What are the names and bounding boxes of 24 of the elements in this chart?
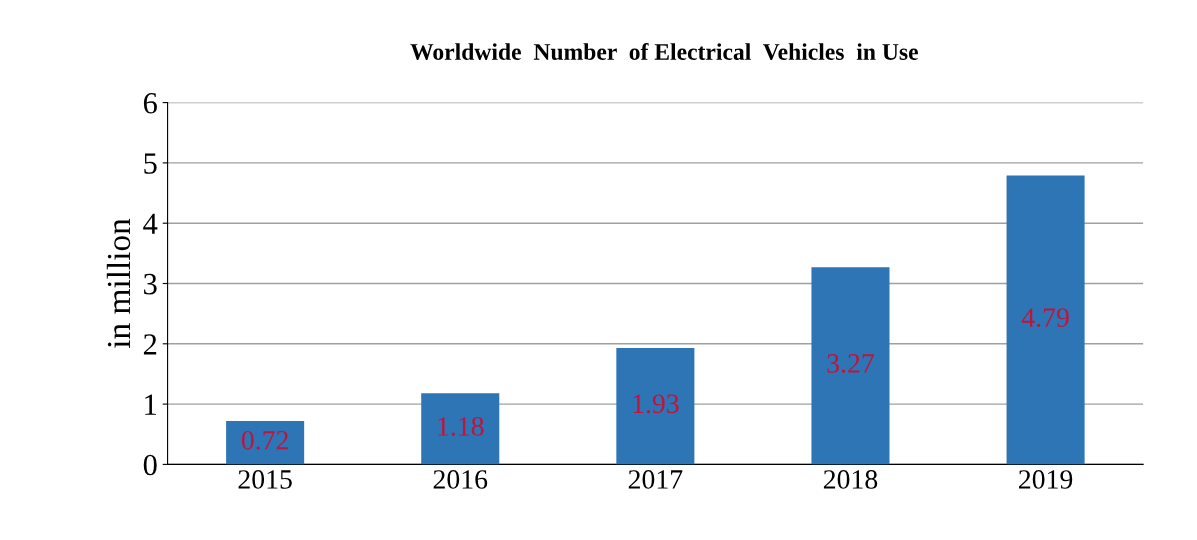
- bar: [421, 393, 500, 465]
- y-tick-label: 1: [145, 394, 157, 415]
- y-tick-label: 4: [143, 213, 158, 234]
- data-label: 0.72: [241, 430, 288, 450]
- y-tick-label: 0: [143, 454, 157, 476]
- bar: [811, 267, 890, 465]
- y-tick-label: 3: [144, 273, 157, 295]
- data-label: 1.93: [633, 394, 679, 414]
- y-tick-label: 5: [144, 153, 157, 174]
- data-label: 1.18: [438, 417, 484, 436]
- bar: [616, 348, 695, 465]
- x-tick-label: 2019: [1019, 470, 1073, 489]
- x-tick-label: 2016: [433, 470, 488, 489]
- x-tick-label: 2018: [823, 470, 878, 489]
- chart-title: Worldwide Number of Electrical Vehicles in Use: [410, 43, 918, 61]
- data-label: 4.79: [1021, 308, 1069, 328]
- x-tick-label: 2015: [238, 470, 292, 489]
- x-tick-label: 2017: [628, 470, 683, 489]
- bar: [226, 420, 305, 465]
- data-label: 3.27: [827, 354, 874, 373]
- bar: [1006, 175, 1085, 465]
- y-tick-label: 6: [143, 92, 157, 114]
- y-axis-title: in million: [106, 218, 131, 349]
- y-tick-label: 2: [143, 334, 157, 355]
